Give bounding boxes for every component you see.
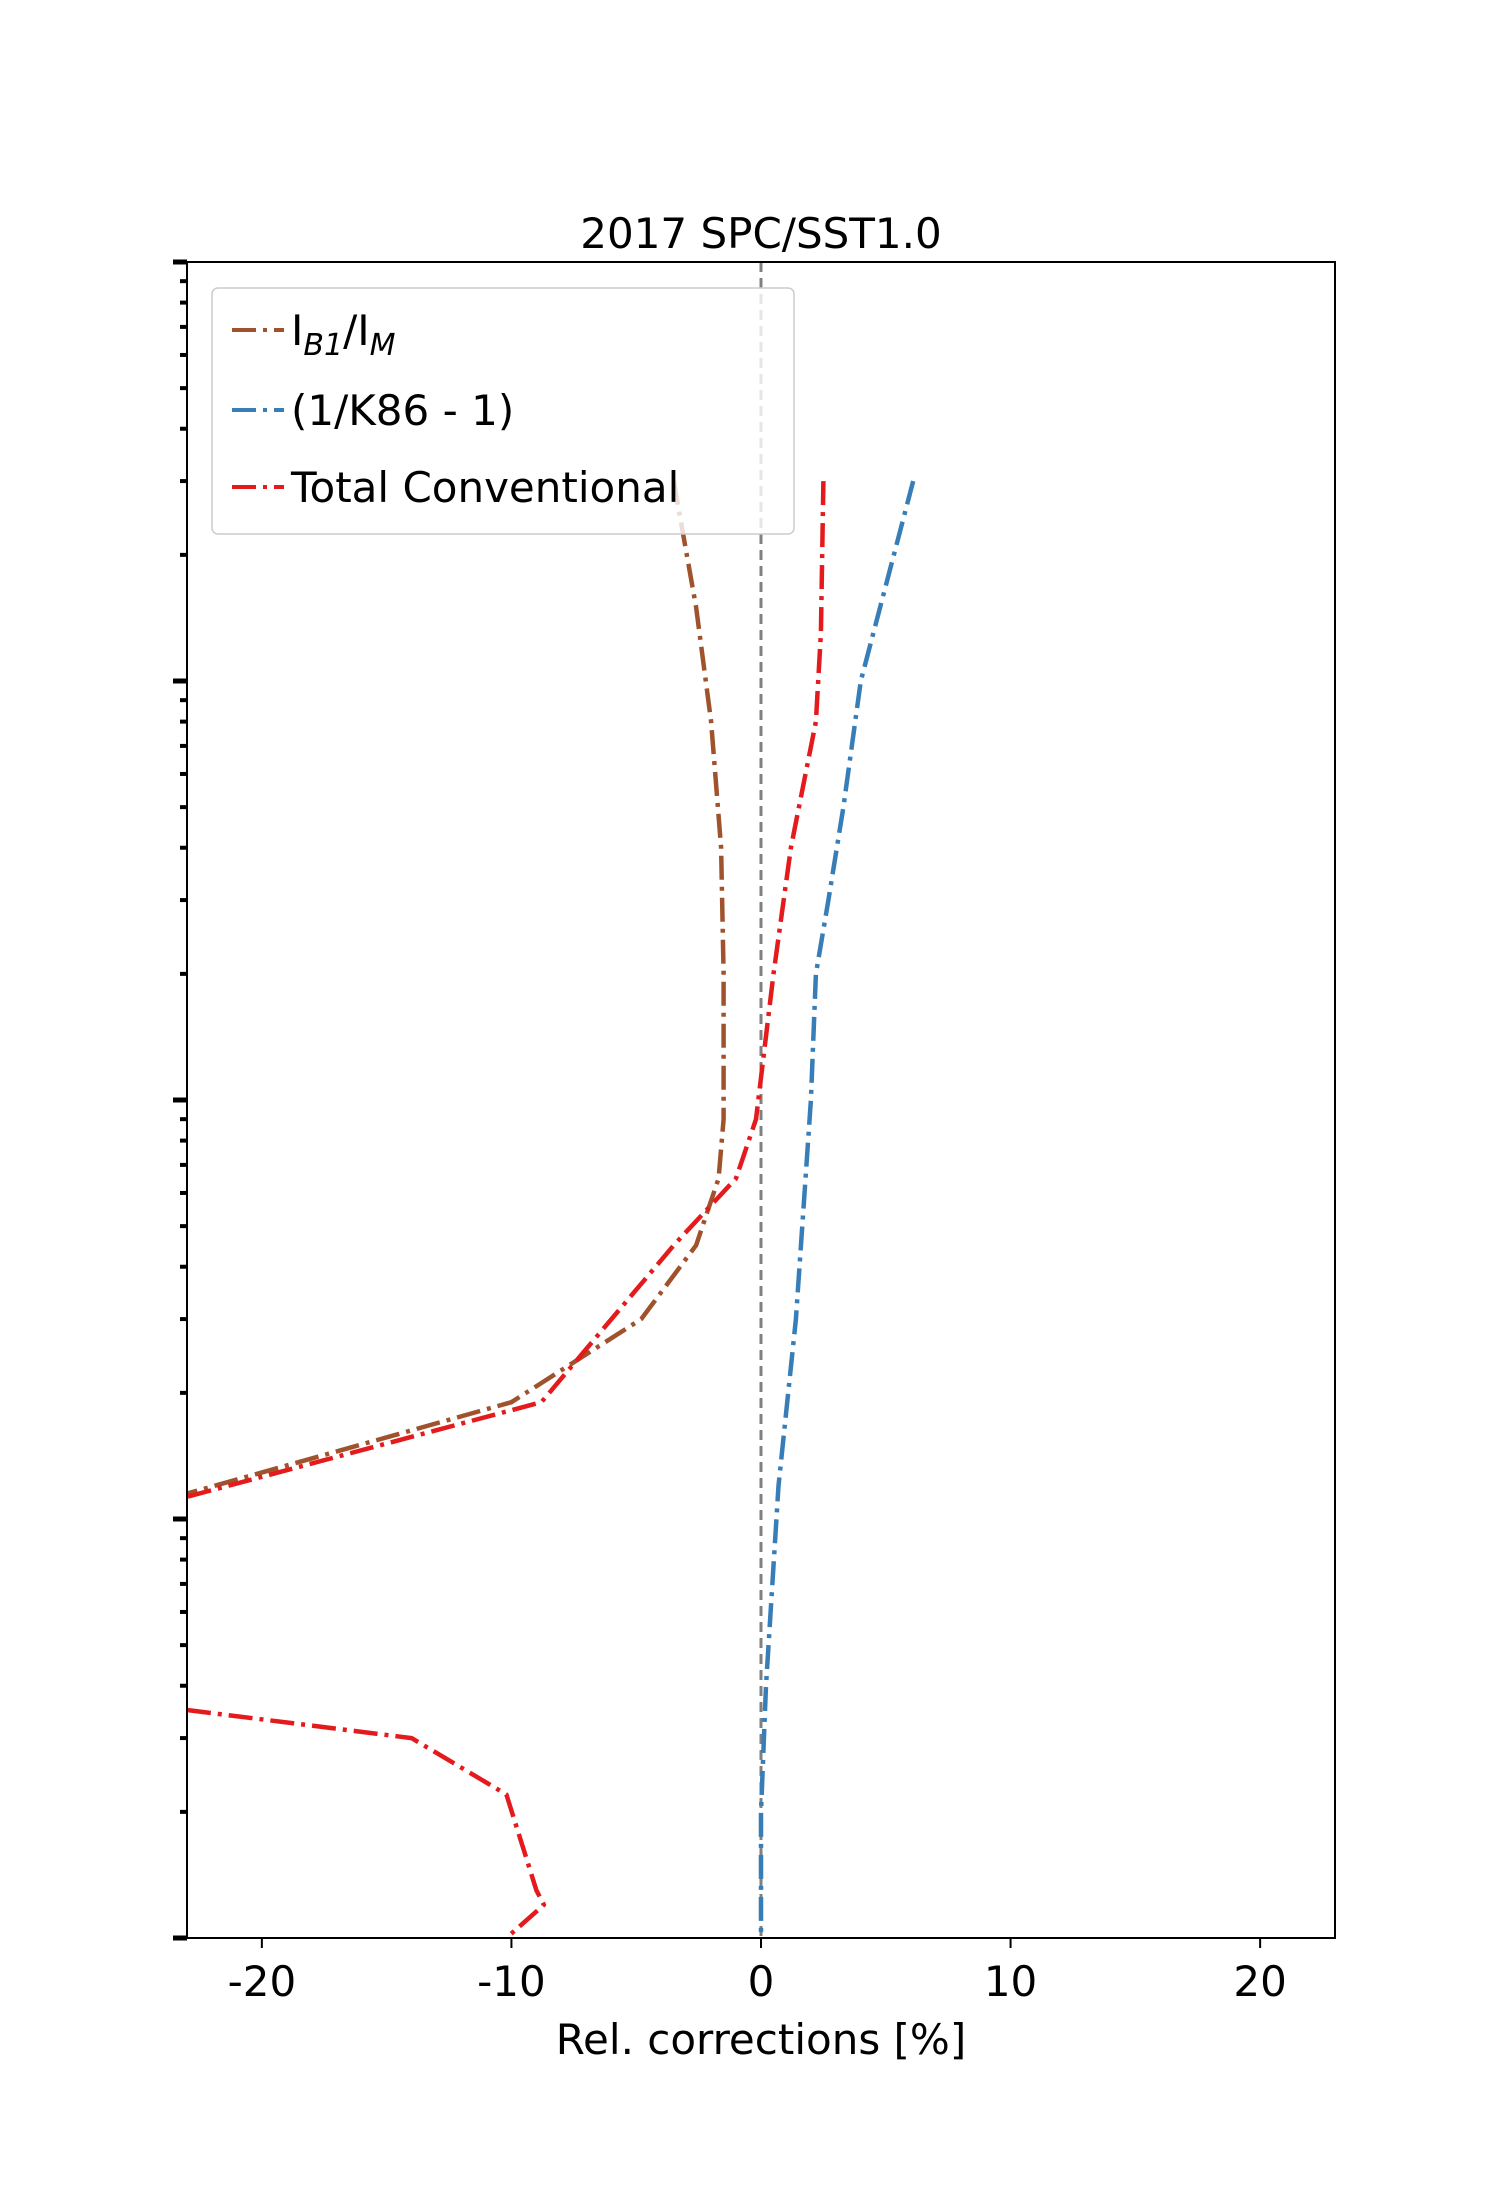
series-line-3 [186,1707,547,1940]
x-axis-label: Rel. corrections [%] [556,2015,966,2064]
legend: IB1/IM (1/K86 - 1) Total Conventional [211,287,795,535]
legend-box [211,287,795,535]
tick-group: -20 -10 0 10 20 [173,259,1287,2006]
legend-label-k86: (1/K86 - 1) [291,386,514,435]
legend-label-ib1-im: IB1/IM [291,306,396,363]
plot-area-frame [186,261,1336,1939]
x-tick-label-0: -20 [228,1957,297,2006]
series-line-0 [186,480,726,1496]
x-tick-label-2: 0 [748,1957,775,2006]
legend-label-sub-m: M [370,328,396,363]
legend-label-i: I [291,306,303,355]
x-tick-label-1: -10 [477,1957,546,2006]
series-line-1 [758,480,916,1938]
legend-label-total-conventional: Total Conventional [290,463,679,512]
series-line-2 [186,481,826,1499]
legend-label-sub-b1: B1 [303,328,343,363]
series-group [186,480,916,1940]
x-tick-label-4: 20 [1233,1957,1286,2006]
chart-title: 2017 SPC/SST1.0 [580,209,941,258]
legend-label-slash-i: /I [343,306,370,355]
x-tick-label-3: 10 [984,1957,1037,2006]
